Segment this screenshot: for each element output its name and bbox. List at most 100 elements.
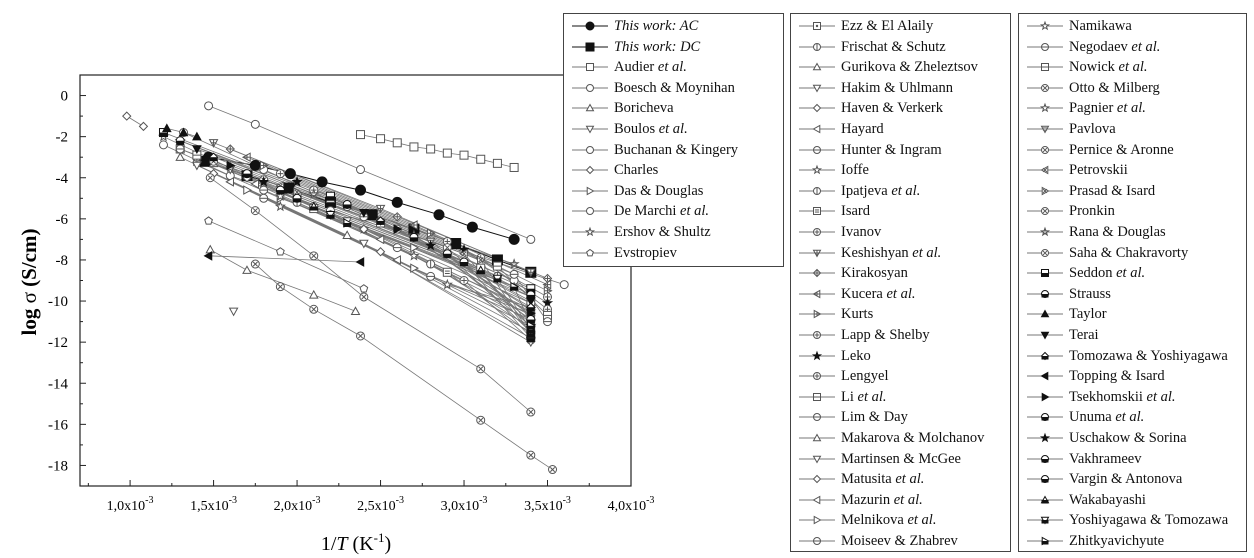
legend-marker-icon: [799, 104, 835, 113]
data-point: [509, 269, 519, 279]
legend-item: Tomozawa & Yoshiyagawa: [1019, 346, 1246, 366]
legend-label: Matusita et al.: [841, 471, 925, 488]
data-point: [178, 127, 189, 137]
legend-label: Uschakow & Sorina: [1069, 430, 1187, 446]
data-point: [356, 165, 366, 175]
data-point: [392, 255, 401, 265]
x-axis-label: 1/T (K-1): [321, 530, 391, 555]
legend-label: Boesch & Moynihan: [614, 79, 735, 96]
data-point: [274, 200, 286, 212]
data-point: [249, 159, 261, 171]
data-point: [459, 248, 468, 259]
data-point: [158, 128, 168, 138]
data-point: [476, 154, 486, 164]
legend-item: This work: AC: [564, 16, 783, 36]
legend-label: Keshishyan et al.: [841, 244, 942, 261]
data-point: [459, 150, 469, 160]
legend-label: Charles: [614, 162, 659, 179]
data-point: [426, 228, 436, 239]
legend-label: De Marchi et al.: [614, 203, 710, 220]
legend-item: Vakhrameev: [1019, 449, 1246, 469]
x-tick-label: 3,5x10-3: [524, 495, 571, 514]
data-point: [433, 209, 445, 221]
y-tick-label: -16: [48, 417, 68, 433]
legend-item: Martinsen & McGee: [791, 449, 1010, 469]
series-line: [209, 177, 532, 413]
data-point: [392, 212, 402, 222]
legend-item: Prasad & Isard: [1019, 181, 1246, 201]
legend-marker-icon: [1027, 20, 1063, 31]
legend-label: Makarova & Molchanov: [841, 430, 985, 446]
y-tick-label: -12: [48, 335, 68, 351]
legend-label: Zhitkyavichyute: [1069, 533, 1165, 549]
legend-item: Pronkin: [1019, 201, 1246, 221]
legend-item: Das & Douglas: [564, 181, 783, 201]
data-point: [292, 193, 302, 203]
legend-item: Li et al.: [791, 387, 1010, 407]
legend-label: Martinsen & McGee: [841, 450, 961, 467]
legend-marker-icon: [1027, 269, 1063, 278]
legend-item: Strauss: [1019, 284, 1246, 304]
data-point: [543, 317, 553, 327]
data-point: [309, 251, 319, 261]
legend-marker-icon: [572, 42, 608, 52]
data-point: [409, 232, 419, 242]
data-point: [375, 234, 385, 245]
data-point: [358, 239, 369, 249]
data-point: [308, 289, 319, 299]
data-point: [316, 176, 328, 188]
legend-item: Kucera et al.: [791, 284, 1010, 304]
data-point: [375, 247, 386, 257]
legend-label: Leko: [841, 347, 871, 364]
data-point: [259, 193, 269, 203]
data-point: [225, 144, 235, 154]
legend-marker-icon: [1027, 186, 1063, 196]
data-point: [204, 101, 214, 111]
legend-item: De Marchi et al.: [564, 201, 783, 221]
legend-marker-icon: [1027, 165, 1063, 175]
legend-marker-icon: [799, 331, 835, 339]
legend-item: Charles: [564, 160, 783, 180]
y-axis-label: log σ (S/cm): [17, 229, 41, 336]
legend-item: Ezz & El Alaily: [791, 16, 1010, 36]
legend-label: Negodaev et al.: [1069, 38, 1161, 55]
data-point: [356, 130, 366, 140]
legend-marker-icon: [1027, 289, 1063, 298]
legend-label: Boulos et al.: [614, 121, 688, 137]
legend-item: Vargin & Antonova: [1019, 469, 1246, 489]
legend-column-2: Ezz & El Alaily Frischat & Schutz Gurikova…: [790, 13, 1011, 552]
data-point: [228, 307, 239, 317]
data-point: [192, 145, 202, 155]
legend-label: Melnikova et al.: [841, 512, 937, 529]
data-point: [192, 161, 202, 171]
legend-item: Buchanan & Kingery: [564, 140, 783, 160]
data-point: [274, 190, 286, 201]
data-point: [356, 331, 366, 341]
legend-marker-icon: [572, 125, 608, 134]
data-point: [225, 177, 234, 187]
data-point: [375, 204, 386, 214]
legend-marker-icon: [1027, 475, 1063, 484]
legend-item: Yoshiyagawa & Tomozawa: [1019, 510, 1246, 530]
y-tick-label: -4: [56, 171, 69, 187]
data-point: [442, 249, 452, 259]
legend-marker-icon: [799, 145, 835, 154]
data-point: [492, 158, 502, 168]
legend-marker-icon: [1027, 371, 1063, 381]
legend-label: Gurikova & Zheleztsov: [841, 59, 978, 76]
legend-label: Pernice & Aronne: [1069, 141, 1174, 158]
data-point: [355, 184, 367, 196]
data-point: [175, 136, 185, 146]
legend-marker-icon: [1027, 331, 1063, 340]
legend-marker-icon: [1027, 432, 1063, 443]
data-point: [205, 244, 216, 254]
legend-item: Ioffe: [791, 160, 1010, 180]
legend-label: Hunter & Ingram: [841, 141, 942, 158]
legend-marker-icon: [799, 537, 835, 545]
legend-item: Taylor: [1019, 304, 1246, 324]
data-point: [250, 179, 260, 189]
legend-marker-icon: [799, 249, 835, 258]
data-point: [284, 168, 296, 180]
legend-label: This work: DC: [614, 38, 701, 55]
